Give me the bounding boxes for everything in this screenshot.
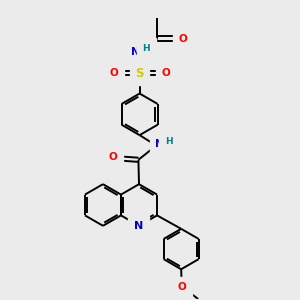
Text: N: N xyxy=(134,221,143,231)
Text: H: H xyxy=(142,44,150,52)
Text: O: O xyxy=(110,68,118,78)
Text: O: O xyxy=(109,152,118,162)
Text: N: N xyxy=(131,47,140,57)
Text: S: S xyxy=(135,67,144,80)
Text: N: N xyxy=(155,140,164,149)
Text: H: H xyxy=(165,136,172,146)
Text: O: O xyxy=(178,282,187,292)
Text: O: O xyxy=(178,34,187,44)
Text: O: O xyxy=(161,68,170,78)
